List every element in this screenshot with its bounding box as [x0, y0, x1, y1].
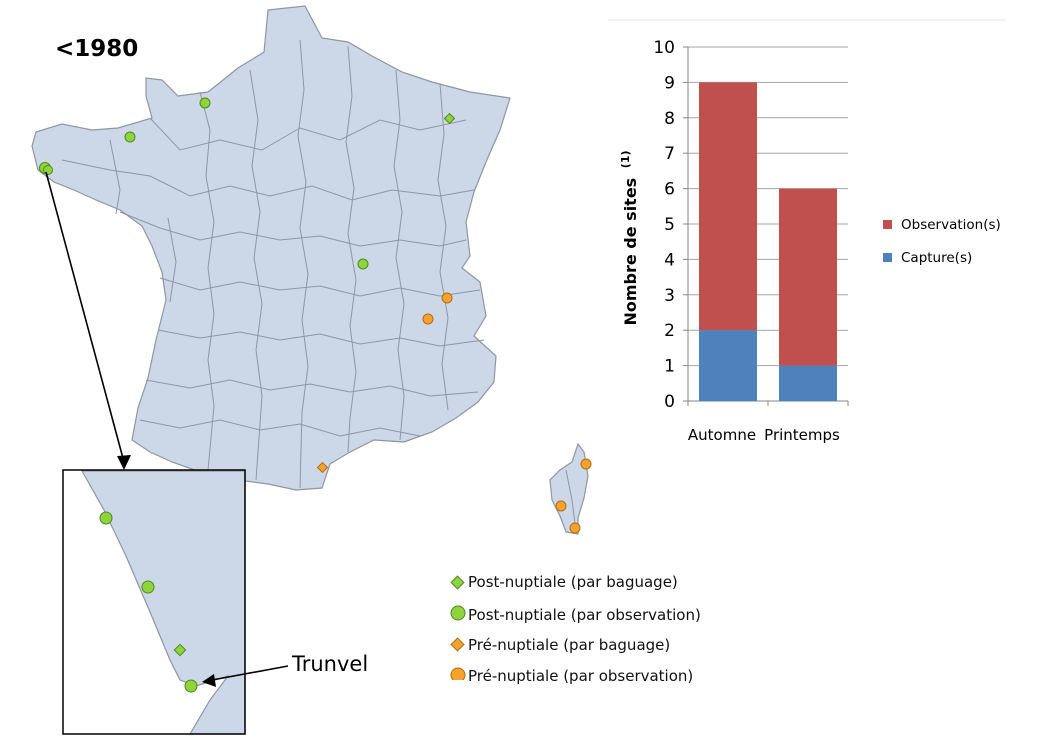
site-markers: [39, 97, 592, 534]
inset-site-post-observation: [141, 580, 155, 594]
y-axis-label-superscript: (1): [619, 150, 632, 168]
site-pre-banding: [316, 461, 329, 474]
x-tick-labels: Automne Printemps: [688, 426, 840, 444]
y-tick-label: 8: [664, 109, 675, 129]
y-tick-labels: 0 1 2 3 4 5 6 7 8 9 10: [653, 38, 675, 412]
france-map: [31, 5, 592, 735]
site-pre-observation: [569, 522, 581, 534]
inset-site-post-observation: [99, 511, 113, 525]
legend-item-pre-banding: Pré-nuptiale (par baguage): [468, 636, 671, 654]
legend-diamond-marker: [450, 637, 465, 652]
legend-diamond-marker: [450, 575, 465, 590]
y-tick-label: 2: [664, 321, 675, 341]
chart-legend-label: Capture(s): [901, 250, 972, 266]
y-tick-label: 4: [664, 250, 675, 270]
bar-captures-automne: [699, 330, 757, 401]
inset-site-post-banding: [173, 643, 187, 657]
bar-observations-printemps: [779, 188, 837, 366]
zoom-arrow: [45, 171, 125, 463]
france-mainland: [31, 5, 511, 491]
legend-circle-marker: [450, 605, 466, 621]
site-post-banding: [443, 112, 456, 125]
site-pre-observation: [422, 313, 434, 325]
inset-map: [62, 469, 246, 735]
site-post-observation: [357, 258, 369, 270]
period-label: <1980: [55, 36, 139, 62]
y-axis-label: Nombre de sites (1): [619, 150, 640, 325]
site-post-observation: [199, 97, 211, 109]
chart-legend: Observation(s) Capture(s): [883, 217, 1001, 266]
site-pre-observation: [555, 500, 567, 512]
y-tick-label: 3: [664, 286, 675, 306]
legend-markers: [450, 575, 466, 680]
inset-frame: [62, 469, 246, 735]
site-pre-observation: [441, 292, 453, 304]
y-tick-label: 0: [664, 392, 675, 412]
chart-legend-swatch: [883, 253, 892, 262]
chart-legend-label: Observation(s): [901, 217, 1001, 233]
bar-captures-printemps: [779, 365, 837, 401]
y-tick-label: 5: [664, 215, 675, 235]
chart-bars: [699, 82, 837, 401]
corsica: [549, 442, 589, 535]
y-tick-label: 1: [664, 357, 675, 377]
y-tick-label: 10: [653, 38, 675, 58]
department-borders: [61, 39, 577, 533]
legend-item-post-banding: Post-nuptiale (par baguage): [468, 573, 678, 591]
trunvel-arrow: [211, 665, 289, 681]
trunvel-arrow-head: [202, 674, 216, 687]
sites-bar-chart: 0 1 2 3 4 5 6 7 8 9 10 Automne Printemps Observatio…: [608, 19, 1006, 444]
x-tick-label: Automne: [688, 426, 756, 444]
y-tick-label: 9: [664, 73, 675, 93]
bar-observations-automne: [699, 82, 757, 331]
site-pre-observation: [580, 458, 592, 470]
legend-item-pre-observation: Pré-nuptiale (par observation): [468, 667, 694, 685]
x-tick-label: Printemps: [764, 426, 840, 444]
zoom-arrow-head: [117, 455, 131, 470]
chart-legend-swatch: [883, 220, 892, 229]
legend-item-post-observation: Post-nuptiale (par observation): [468, 606, 701, 624]
trunvel-label: Trunvel: [292, 652, 369, 676]
site-post-observation: [43, 165, 53, 175]
inset-site-post-observation: [184, 679, 198, 693]
legend-circle-marker: [450, 667, 466, 680]
site-post-observation: [124, 131, 136, 143]
y-tick-label: 7: [664, 144, 675, 164]
y-axis-label-text: Nombre de sites: [621, 178, 640, 326]
y-tick-label: 6: [664, 180, 675, 200]
